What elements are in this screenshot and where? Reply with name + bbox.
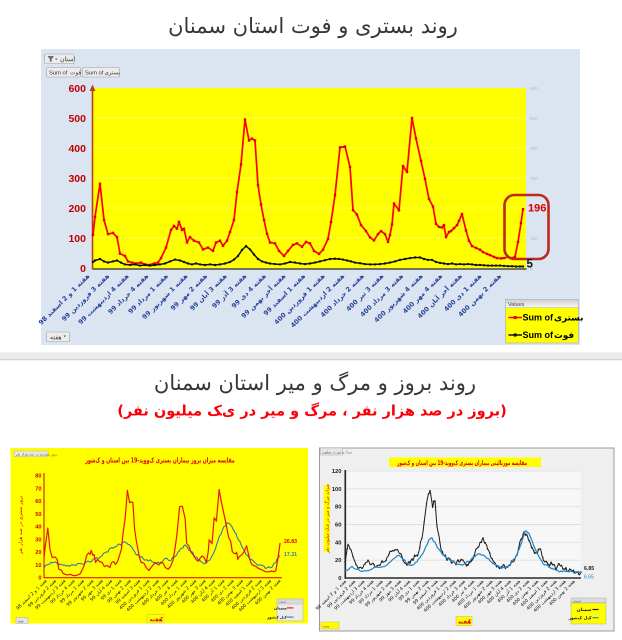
svg-text:500: 500 [68, 113, 86, 125]
svg-text:26.83: 26.83 [284, 539, 297, 545]
svg-text:300: 300 [68, 173, 86, 185]
svg-text:80: 80 [35, 474, 41, 480]
svg-text:60: 60 [335, 522, 341, 528]
svg-text:0: 0 [80, 263, 86, 275]
svg-text:5: 5 [527, 259, 534, 271]
svg-text:70: 70 [35, 486, 41, 492]
svg-text:100: 100 [530, 236, 538, 241]
svg-text:Values: Values [508, 302, 525, 308]
svg-text:600: 600 [530, 86, 538, 91]
svg-text:6.65: 6.65 [584, 575, 594, 581]
svg-text:Sum of: Sum of [85, 70, 104, 76]
svg-text:20: 20 [35, 550, 41, 556]
svg-text:300: 300 [530, 176, 538, 181]
svg-text:50: 50 [35, 512, 41, 518]
svg-text:17.31: 17.31 [284, 552, 297, 558]
svg-text:40: 40 [35, 525, 41, 531]
svg-text:Sum of: Sum of [49, 70, 68, 76]
svg-text:Sum of: Sum of [523, 313, 555, 323]
svg-text:200: 200 [530, 206, 538, 211]
svg-text:400: 400 [530, 146, 538, 151]
svg-text:60: 60 [35, 499, 41, 505]
svg-text:30: 30 [35, 537, 41, 543]
svg-text:0: 0 [38, 576, 41, 582]
svg-text:200: 200 [68, 203, 86, 215]
svg-text:Sum of: Sum of [523, 330, 555, 340]
svg-text:120: 120 [332, 469, 342, 475]
svg-text:0: 0 [338, 576, 341, 582]
svg-text:40: 40 [335, 540, 341, 546]
svg-text:100: 100 [332, 487, 342, 493]
svg-text:6.85: 6.85 [584, 566, 594, 572]
svg-text:400: 400 [68, 143, 86, 155]
svg-text:20: 20 [335, 558, 341, 564]
svg-text:100: 100 [68, 233, 86, 245]
svg-text:10: 10 [35, 563, 41, 569]
svg-text:600: 600 [68, 83, 86, 95]
svg-text:80: 80 [335, 505, 341, 511]
svg-text:196: 196 [528, 203, 546, 215]
svg-text:0: 0 [530, 266, 533, 271]
svg-text:500: 500 [530, 116, 538, 121]
